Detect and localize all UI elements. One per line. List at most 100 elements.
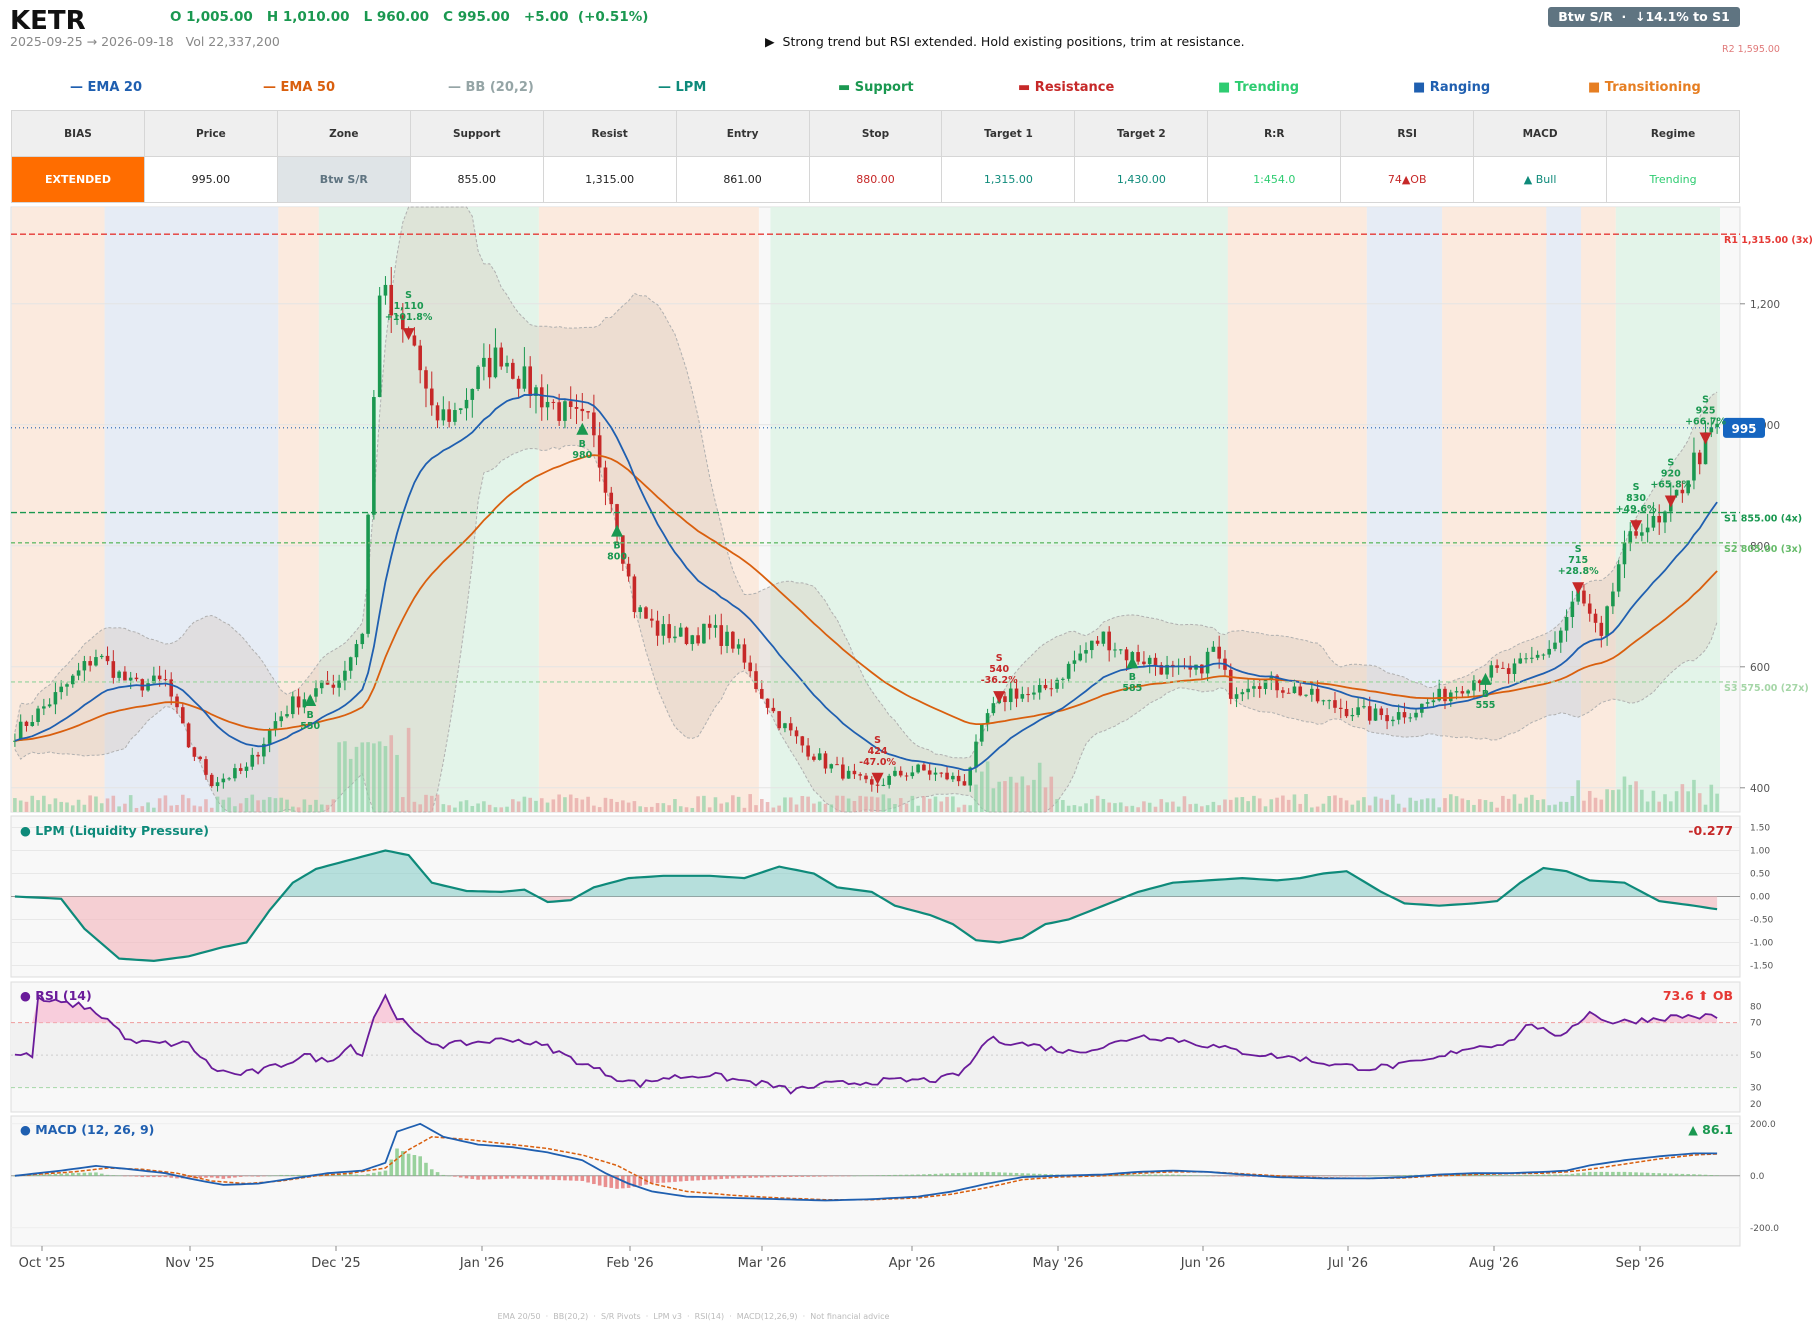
volume-bar [464,800,469,812]
rsi-value: 73.6 ⬆ OB [1663,988,1733,1003]
last-price-tag-label: 995 [1731,422,1756,436]
macd-histogram-bar [1518,1175,1523,1176]
macd-histogram-bar [684,1175,689,1181]
volume-bar [1379,798,1384,812]
signal-text: ▶ Strong trend but RSI extended. Hold ex… [765,34,1245,49]
volume-bar [1084,803,1088,812]
trade-side-label: B [613,541,620,552]
volume-bar [331,799,336,812]
macd-histogram-bar [794,1175,799,1177]
macd-histogram-bar [1182,1174,1187,1176]
volume-bar [1425,798,1430,812]
volume-bar [105,798,110,812]
macd-histogram-bar [1211,1175,1216,1177]
macd-histogram-bar [1640,1172,1644,1176]
macd-histogram-bar [1709,1175,1714,1176]
volume-bar [574,798,579,812]
volume-bar [910,795,915,812]
legend-item: — BB (20,2) [448,80,534,95]
candle-body [783,723,787,729]
macd-histogram-bar [1026,1173,1030,1176]
macd-histogram-bar [731,1175,735,1179]
macd-histogram-bar [123,1175,127,1177]
volume-bar [383,746,388,812]
macd-histogram-bar [910,1174,915,1176]
candle-body [1489,665,1494,678]
price-tick-label: 800 [1750,541,1770,553]
table-header-cell: R:R [1207,110,1342,157]
volume-bar [337,742,341,812]
volume-bar [279,797,284,812]
volume-bar [545,802,550,812]
candle-body [1147,657,1152,665]
candle-body [649,618,654,621]
volume-bar [609,798,614,812]
candle-body [528,366,532,396]
candle-body [1431,700,1436,703]
trade-side-label: S [1575,544,1582,555]
candle-body [690,635,695,645]
candle-body [163,679,168,681]
candle-body [731,631,735,649]
candle-body [1072,660,1077,664]
volume-bar [343,741,347,812]
macd-histogram-bar [1049,1174,1054,1176]
price-tick-label: 400 [1750,783,1770,795]
r2-level-label: R2 1,595.00 [1722,44,1780,55]
macd-histogram-bar [1020,1173,1025,1176]
volume-bar [1448,794,1453,812]
volume-bar [1124,806,1129,812]
volume-bar [429,795,434,812]
volume-bar [487,804,492,812]
volume-bar [817,801,822,812]
volume-bar [1113,803,1117,812]
candle-body [1448,692,1453,702]
macd-histogram-bar [759,1175,764,1178]
candle-body [76,670,81,676]
volume-bar [1634,781,1638,812]
macd-histogram-bar [1576,1173,1580,1176]
macd-histogram-bar [603,1175,608,1188]
candle-body [1570,601,1575,618]
volume-bar [70,805,75,812]
volume-bar [534,800,538,812]
candle-body [227,778,231,780]
candle-body [1362,706,1366,708]
candle-body [1692,452,1696,481]
volume-bar [1061,800,1065,812]
table-cell: 74▲OB [1340,156,1475,203]
macd-histogram-bar [1165,1174,1169,1176]
candle-body [980,724,984,742]
candle-body [956,775,961,782]
macd-histogram-bar [1651,1172,1656,1176]
volume-bar [146,802,150,812]
lpm-tick-label: 0.50 [1750,870,1770,880]
candle-body [204,759,208,775]
macd-histogram-bar [447,1175,451,1177]
macd-histogram-bar [453,1175,457,1177]
trade-pct-label: +65.8% [1650,479,1691,490]
volume-bar [684,807,689,812]
volume-bar [765,802,770,812]
volume-bar [800,795,805,812]
volume-bar [852,801,857,812]
macd-histogram-bar [1564,1174,1569,1176]
candle-body [898,770,903,776]
candle-body [1165,664,1169,675]
candle-body [1477,680,1482,684]
volume-bar [1153,806,1158,812]
volume-bar [702,795,706,812]
volume-bar [974,784,978,812]
volume-bar [1327,796,1331,812]
volume-bar [1593,797,1598,812]
candle-body [1003,696,1007,703]
candle-body [1014,688,1019,699]
macd-histogram-bar [1692,1174,1696,1176]
macd-histogram-bar [1223,1175,1227,1177]
volume-bar [186,798,191,812]
regime-band [104,207,279,812]
volume-bar [1240,797,1245,812]
candle-body [1090,640,1094,651]
macd-histogram-bar [395,1148,399,1176]
volume-bar [1078,806,1083,812]
